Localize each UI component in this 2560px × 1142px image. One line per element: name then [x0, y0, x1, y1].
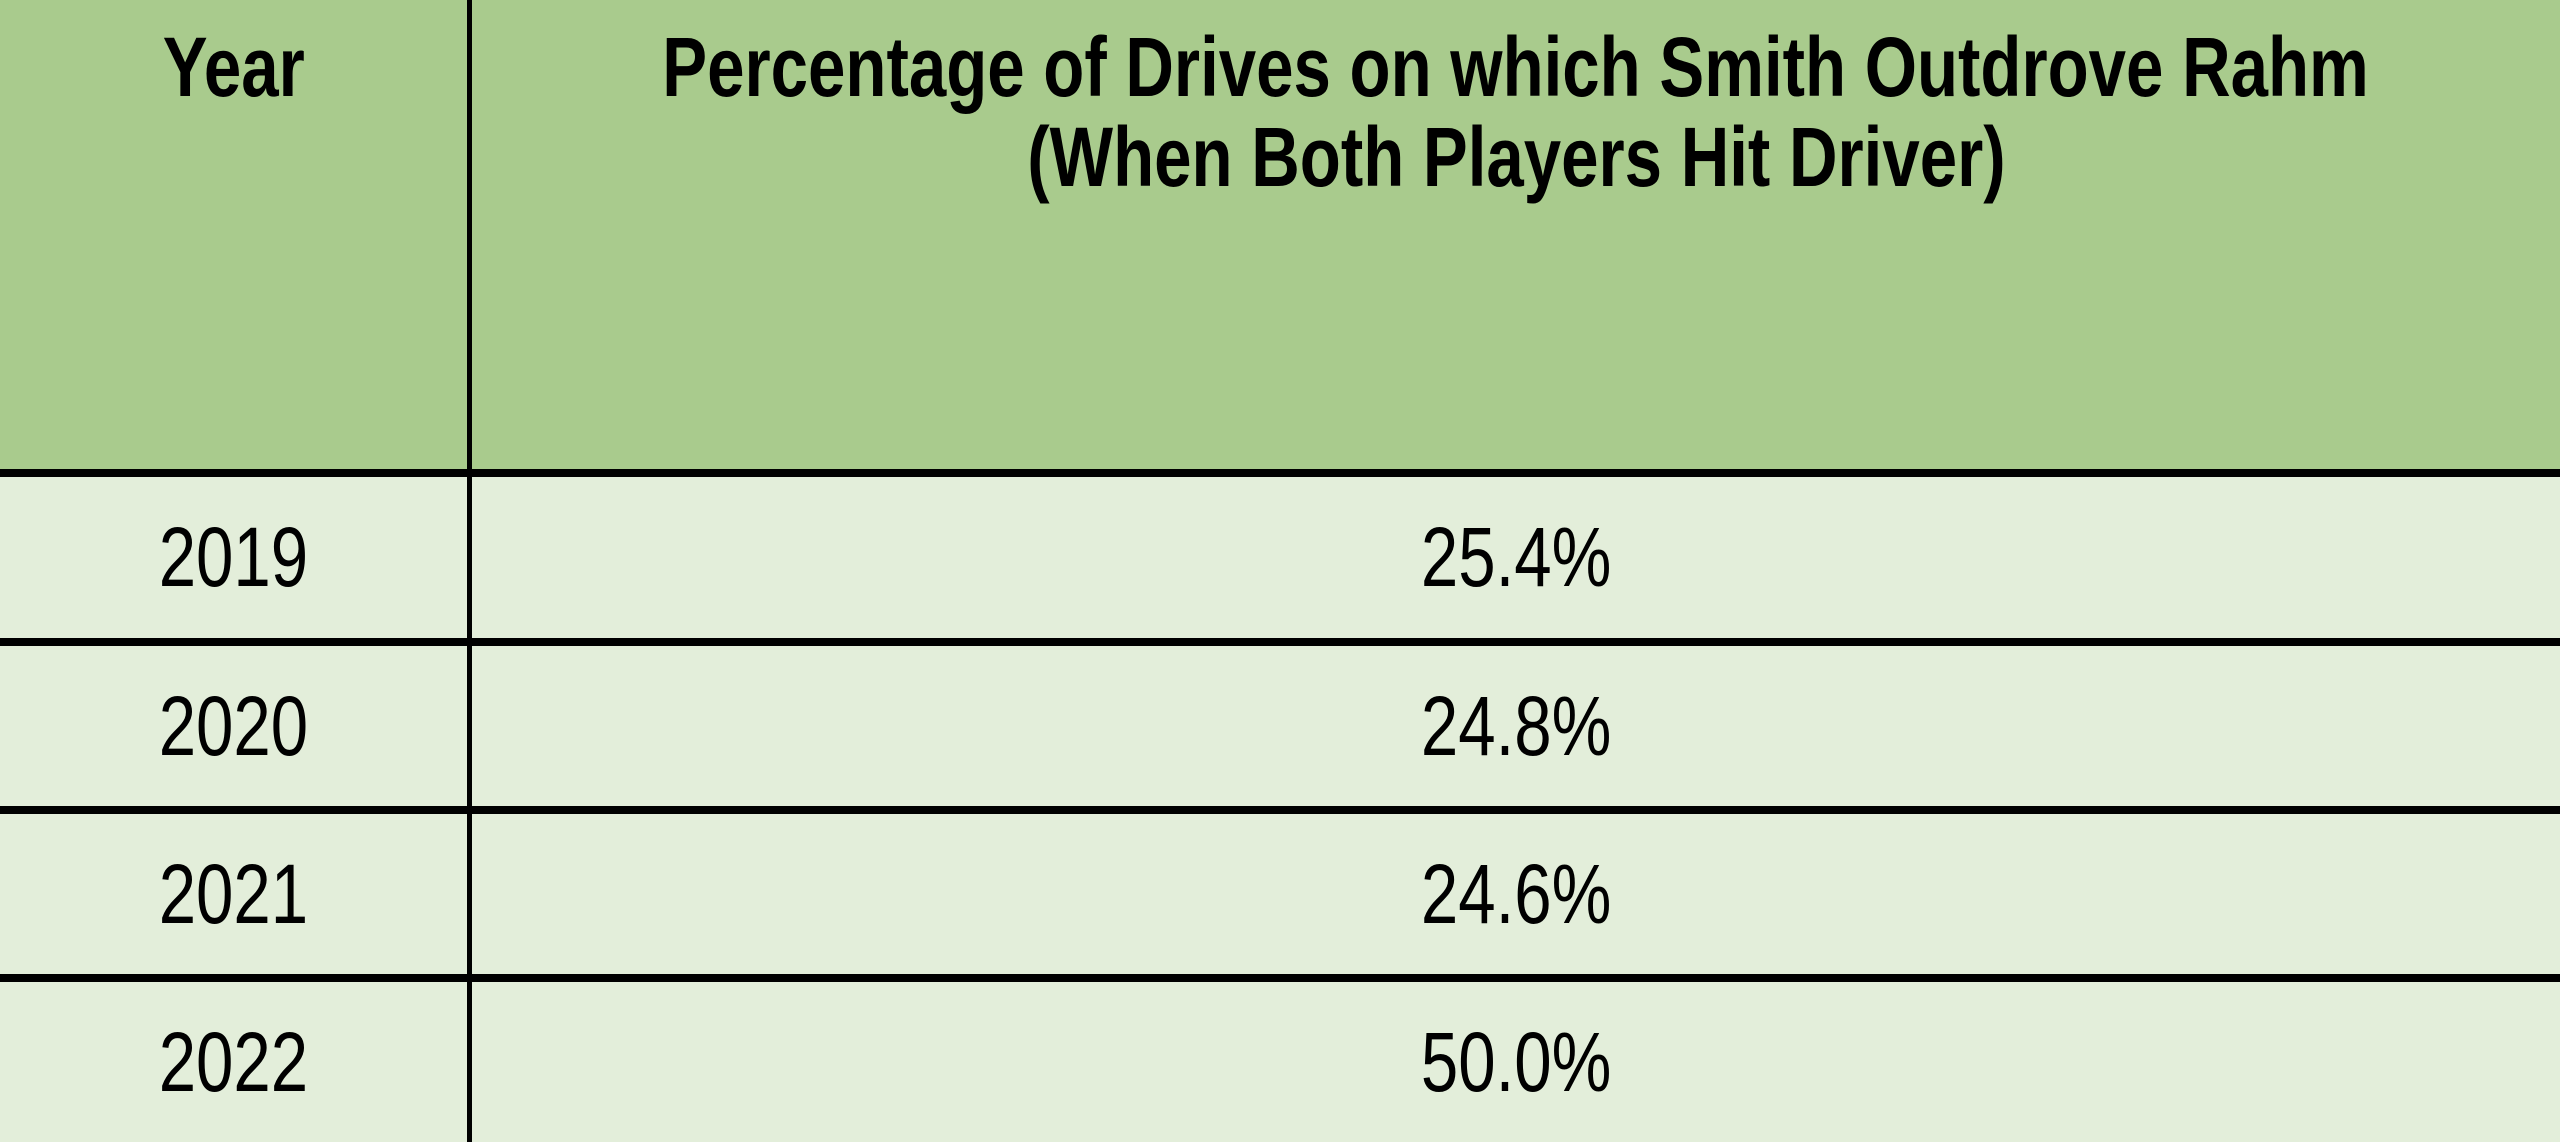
table-row-2021-pct: 24.6%: [472, 814, 2560, 982]
year-value: 2022: [158, 1014, 309, 1109]
pct-value: 24.8%: [1420, 678, 1612, 773]
table-row-2022-pct: 50.0%: [472, 982, 2560, 1142]
header-year-label: Year: [162, 20, 305, 114]
table-row-2019-pct: 25.4%: [472, 477, 2560, 646]
year-value: 2020: [158, 678, 309, 773]
pct-value: 25.4%: [1420, 510, 1612, 604]
table-row-2020-pct: 24.8%: [472, 646, 2560, 814]
table-row-2020-year: 2020: [0, 646, 472, 814]
header-cell-year: Year: [0, 0, 472, 477]
pct-value: 50.0%: [1420, 1014, 1612, 1109]
table-row-2019-year: 2019: [0, 477, 472, 646]
percentage-column-title: Percentage of Drives on which Smith Outd…: [472, 22, 2560, 202]
table-row-2022-year: 2022: [0, 982, 472, 1142]
year-value: 2021: [158, 846, 309, 941]
percentage-title-line2: (When Both Players Hit Driver): [1026, 110, 2006, 204]
table-row-2021-year: 2021: [0, 814, 472, 982]
pct-value: 24.6%: [1420, 846, 1612, 941]
header-cell-percentage: Percentage of Drives on which Smith Outd…: [472, 0, 2560, 477]
percentage-title-line1: Percentage of Drives on which Smith Outd…: [662, 20, 2370, 114]
year-value: 2019: [158, 510, 309, 604]
